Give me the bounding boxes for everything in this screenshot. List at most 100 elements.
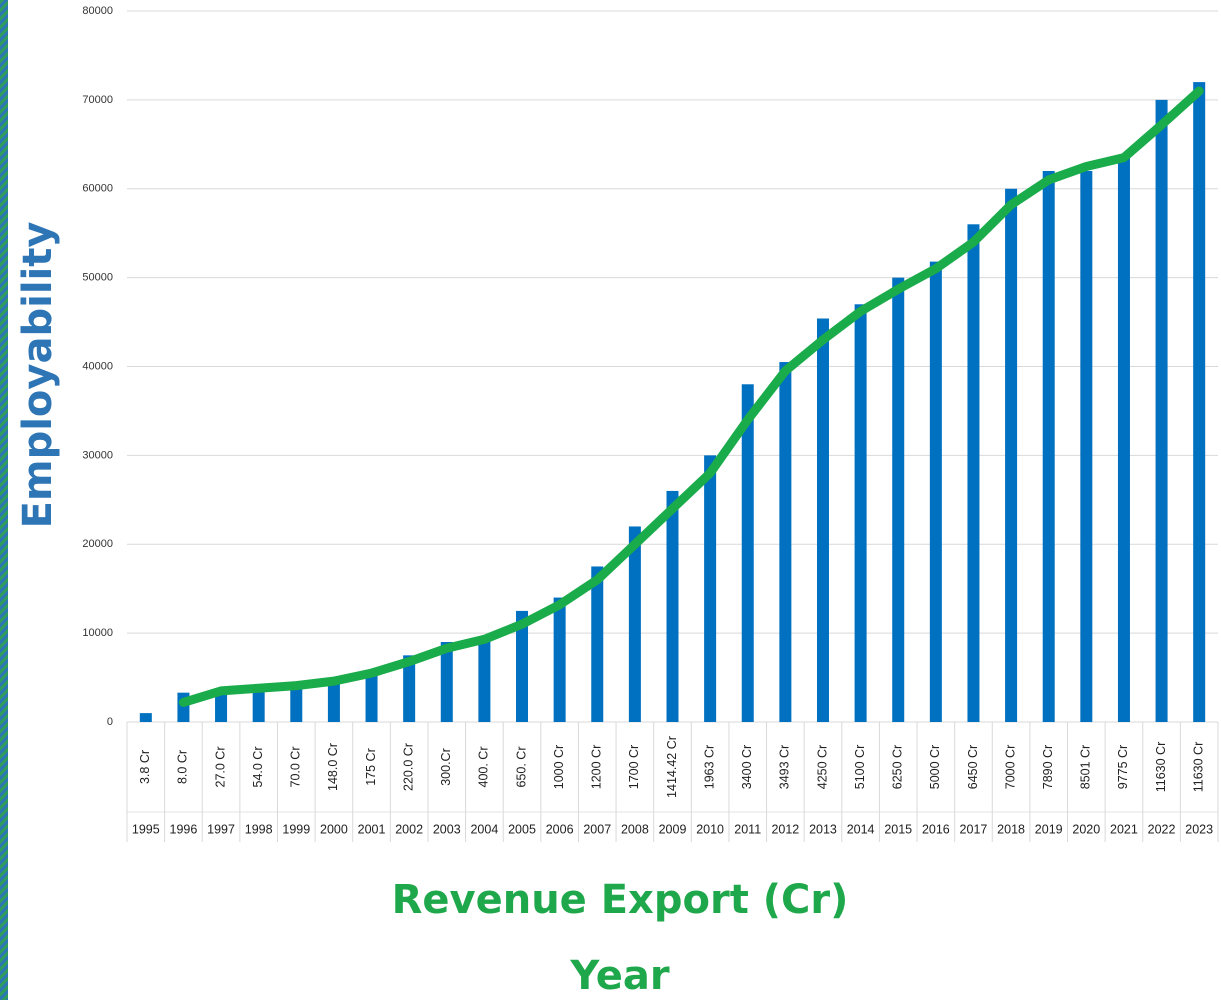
bar: [139, 713, 152, 722]
bar: [478, 637, 491, 722]
bar: [741, 384, 754, 722]
bar: [440, 642, 453, 722]
bar: [854, 304, 867, 722]
revenue-label: 8501 Cr: [1079, 745, 1093, 789]
bar: [553, 597, 566, 722]
revenue-label: 6450 Cr: [966, 745, 980, 789]
x-tick-label: 1996: [170, 822, 198, 836]
bar: [1080, 170, 1093, 723]
bar: [929, 261, 942, 722]
revenue-label: 175 Cr: [364, 748, 378, 786]
bar: [591, 566, 604, 722]
x-axis-title: Revenue Export (Cr): [392, 877, 849, 923]
revenue-label: 11630 Cr: [1154, 742, 1168, 793]
x-tick-label: 2005: [508, 822, 536, 836]
x-tick-label: 2015: [884, 822, 912, 836]
bar: [215, 690, 228, 722]
y-tick-label: 50000: [82, 272, 113, 284]
x-tick-label: 1998: [245, 822, 273, 836]
bar: [1042, 170, 1055, 723]
revenue-label: 7890 Cr: [1041, 745, 1055, 789]
bar: [327, 679, 340, 722]
x-tick-label: 2016: [922, 822, 950, 836]
x-tick-label: 2001: [358, 822, 386, 836]
x-tick-label: 2004: [470, 822, 498, 836]
revenue-label: 4250 Cr: [815, 745, 829, 789]
bar: [816, 318, 829, 722]
bar: [666, 490, 679, 722]
revenue-label: 400. Cr: [477, 747, 491, 788]
x-tick-label: 2008: [621, 822, 649, 836]
border-strip: [0, 0, 8, 1000]
revenue-label: 1963 Cr: [702, 745, 716, 789]
x-tick-label: 2010: [696, 822, 724, 836]
revenue-label: 5100 Cr: [853, 745, 867, 789]
bar: [516, 610, 529, 722]
y-tick-label: 70000: [82, 94, 113, 106]
x-tick-label: 2014: [847, 822, 875, 836]
revenue-label: 1200 Cr: [590, 745, 604, 789]
y-tick-label: 30000: [82, 449, 113, 461]
bar: [365, 670, 378, 722]
y-tick-label: 20000: [82, 538, 113, 550]
y-tick-label: 60000: [82, 183, 113, 195]
x-tick-label: 2020: [1072, 822, 1100, 836]
x-tick-label: 2007: [583, 822, 611, 836]
x-tick-label: 2018: [997, 822, 1025, 836]
x-tick-label: 2023: [1185, 822, 1213, 836]
revenue-label: 300.Cr: [439, 748, 453, 786]
revenue-label: 7000 Cr: [1003, 745, 1017, 789]
x-tick-label: 1995: [132, 822, 160, 836]
revenue-label: 148.0 Cr: [326, 743, 340, 791]
x-tick-label: 2003: [433, 822, 461, 836]
x-tick-label: 2017: [960, 822, 988, 836]
bar: [1117, 157, 1130, 723]
y-axis-title: Employability: [15, 222, 61, 529]
x-tick-label: 2006: [546, 822, 574, 836]
revenue-label: 1414.42 Cr: [665, 736, 679, 798]
x-axis-subtitle: Year: [569, 953, 669, 999]
revenue-label: 1000 Cr: [552, 745, 566, 789]
x-tick-label: 2000: [320, 822, 348, 836]
bar: [290, 684, 303, 722]
revenue-label: 6250 Cr: [891, 745, 905, 789]
x-tick-label: 2021: [1110, 822, 1138, 836]
bar: [1005, 188, 1018, 722]
revenue-label: 8.0 Cr: [176, 750, 190, 784]
x-tick-label: 2013: [809, 822, 837, 836]
revenue-label: 220.0 Cr: [401, 743, 415, 791]
revenue-label: 3493 Cr: [778, 745, 792, 789]
bar: [967, 224, 980, 723]
x-tick-label: 2011: [734, 822, 761, 836]
revenue-label: 70.0 Cr: [289, 747, 303, 788]
revenue-label: 9775 Cr: [1116, 745, 1130, 789]
revenue-label: 27.0 Cr: [213, 747, 227, 788]
x-tick-label: 1999: [282, 822, 310, 836]
x-tick-label: 2022: [1148, 822, 1176, 836]
line: [178, 86, 1204, 707]
y-tick-label: 80000: [82, 5, 113, 17]
revenue-label: 1700 Cr: [627, 745, 641, 789]
revenue-label: 5000 Cr: [928, 745, 942, 789]
bar: [704, 455, 717, 722]
bar: [1155, 99, 1168, 722]
bar: [252, 688, 265, 722]
y-tick-label: 10000: [82, 627, 113, 639]
x-tick-label: 2009: [659, 822, 687, 836]
x-tick-label: 2019: [1035, 822, 1063, 836]
bar: [1193, 82, 1206, 723]
revenue-label: 3400 Cr: [740, 745, 754, 789]
y-tick-label: 40000: [82, 360, 113, 372]
revenue-label: 54.0 Cr: [251, 747, 265, 788]
bar: [892, 277, 905, 722]
y-tick-label: 0: [107, 716, 113, 728]
x-tick-label: 1997: [207, 822, 235, 836]
bar: [628, 526, 641, 722]
bar: [779, 362, 792, 722]
revenue-label: 650. Cr: [514, 747, 528, 788]
revenue-label: 11630 Cr: [1191, 742, 1205, 793]
x-tick-label: 2002: [395, 822, 423, 836]
revenue-label: 3.8 Cr: [138, 750, 152, 784]
